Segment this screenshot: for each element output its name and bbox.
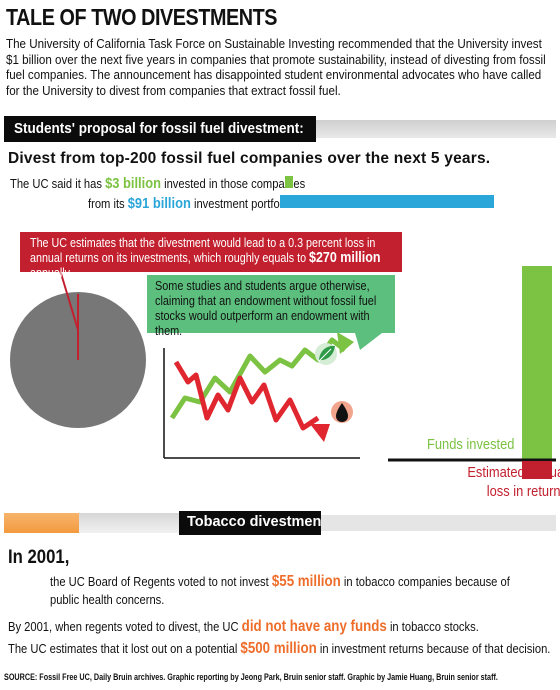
callout-pointer-green <box>355 333 382 350</box>
funds-invested-bar <box>522 266 552 460</box>
uc-line2-post: investment portfolio <box>190 196 291 211</box>
red-performance-line <box>173 360 320 431</box>
tob3-post: in investment returns because of that de… <box>316 641 551 656</box>
oil-drop-icon <box>331 401 353 423</box>
tob1-pre: the UC Board of Regents voted to not inv… <box>50 574 272 589</box>
year-heading: In 2001, <box>8 547 70 568</box>
amount-55-million: $55 million <box>271 573 341 590</box>
uc-invested-line: The UC said it has $3 billion invested i… <box>10 175 305 192</box>
red-arrowhead <box>310 424 330 442</box>
divestment-chart <box>10 266 556 479</box>
uc-line1-pre: The UC said it has <box>10 176 106 191</box>
section-header-fossil: Students' proposal for fossil fuel dives… <box>4 116 556 142</box>
tob1-post: in tobacco companies because of public h… <box>50 574 510 607</box>
section-header-tobacco: Tobacco divestment <box>4 511 556 535</box>
tob3-pre: The UC estimates that it lost out on a p… <box>8 641 241 656</box>
uc-line1-post: invested in those companies <box>160 176 306 191</box>
leaf-icon <box>315 343 337 365</box>
intro-text: The University of California Task Force … <box>6 36 546 98</box>
studies-callout-text: Some studies and students argue otherwis… <box>155 279 377 338</box>
tobacco-vote-text: the UC Board of Regents voted to not inv… <box>50 573 532 609</box>
loss-returns-bar <box>522 461 552 479</box>
amount-91-billion: $91 billion <box>127 195 191 212</box>
uc-line2-pre: from its <box>88 196 128 211</box>
loss-label-line2: loss in returns <box>486 483 560 500</box>
uc-loss-callout: The UC estimates that the divestment wou… <box>20 232 402 280</box>
tob2-pre: By 2001, when regents voted to divest, t… <box>8 619 242 634</box>
uc-portfolio-line: from its $91 billion investment portfoli… <box>88 195 291 212</box>
tobacco-no-funds-text: By 2001, when regents voted to divest, t… <box>8 618 479 636</box>
tob2-post: in tobacco stocks. <box>386 619 479 634</box>
divest-headline: Divest from top-200 fossil fuel companie… <box>8 150 491 167</box>
source-credit: SOURCE: Fossil Free UC, Daily Bruin arch… <box>4 672 498 683</box>
amount-500-million: $500 million <box>240 640 317 657</box>
no-funds-highlight: did not have any funds <box>241 618 387 635</box>
funds-invested-label: Funds invested <box>427 436 515 453</box>
page-title: TALE OF TWO DIVESTMENTS <box>6 4 278 30</box>
section-title-tobacco: Tobacco divestment <box>187 514 327 530</box>
studies-callout: Some studies and students argue otherwis… <box>147 275 395 338</box>
loss-callout-post: annually. <box>30 266 73 280</box>
callout-pointer-red <box>59 269 79 331</box>
amount-3-billion: $3 billion <box>105 175 161 192</box>
loss-returns-label: Estimated annual loss in returns <box>435 463 560 501</box>
loss-callout-text: The UC estimates that the divestment wou… <box>30 236 376 265</box>
loss-label-line1: Estimated annual <box>467 464 560 481</box>
tobacco-loss-text: The UC estimates that it lost out on a p… <box>8 640 550 658</box>
bar-91-billion <box>280 195 494 208</box>
amount-270-million: $270 million <box>309 250 381 266</box>
bar-3-billion <box>285 176 293 188</box>
section-title-fossil: Students' proposal for fossil fuel dives… <box>14 120 304 137</box>
green-arrowhead <box>337 332 354 354</box>
